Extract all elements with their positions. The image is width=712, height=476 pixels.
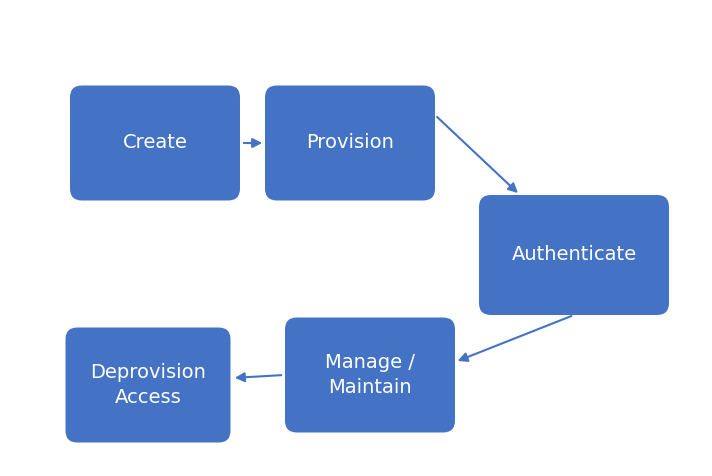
Text: Create: Create bbox=[122, 133, 187, 152]
FancyBboxPatch shape bbox=[285, 317, 455, 433]
FancyBboxPatch shape bbox=[265, 86, 435, 200]
Text: Deprovision
Access: Deprovision Access bbox=[90, 363, 206, 407]
FancyBboxPatch shape bbox=[66, 327, 231, 443]
FancyBboxPatch shape bbox=[479, 195, 669, 315]
Text: Manage /
Maintain: Manage / Maintain bbox=[325, 353, 415, 397]
Text: Authenticate: Authenticate bbox=[511, 246, 637, 265]
Text: Provision: Provision bbox=[306, 133, 394, 152]
FancyBboxPatch shape bbox=[70, 86, 240, 200]
